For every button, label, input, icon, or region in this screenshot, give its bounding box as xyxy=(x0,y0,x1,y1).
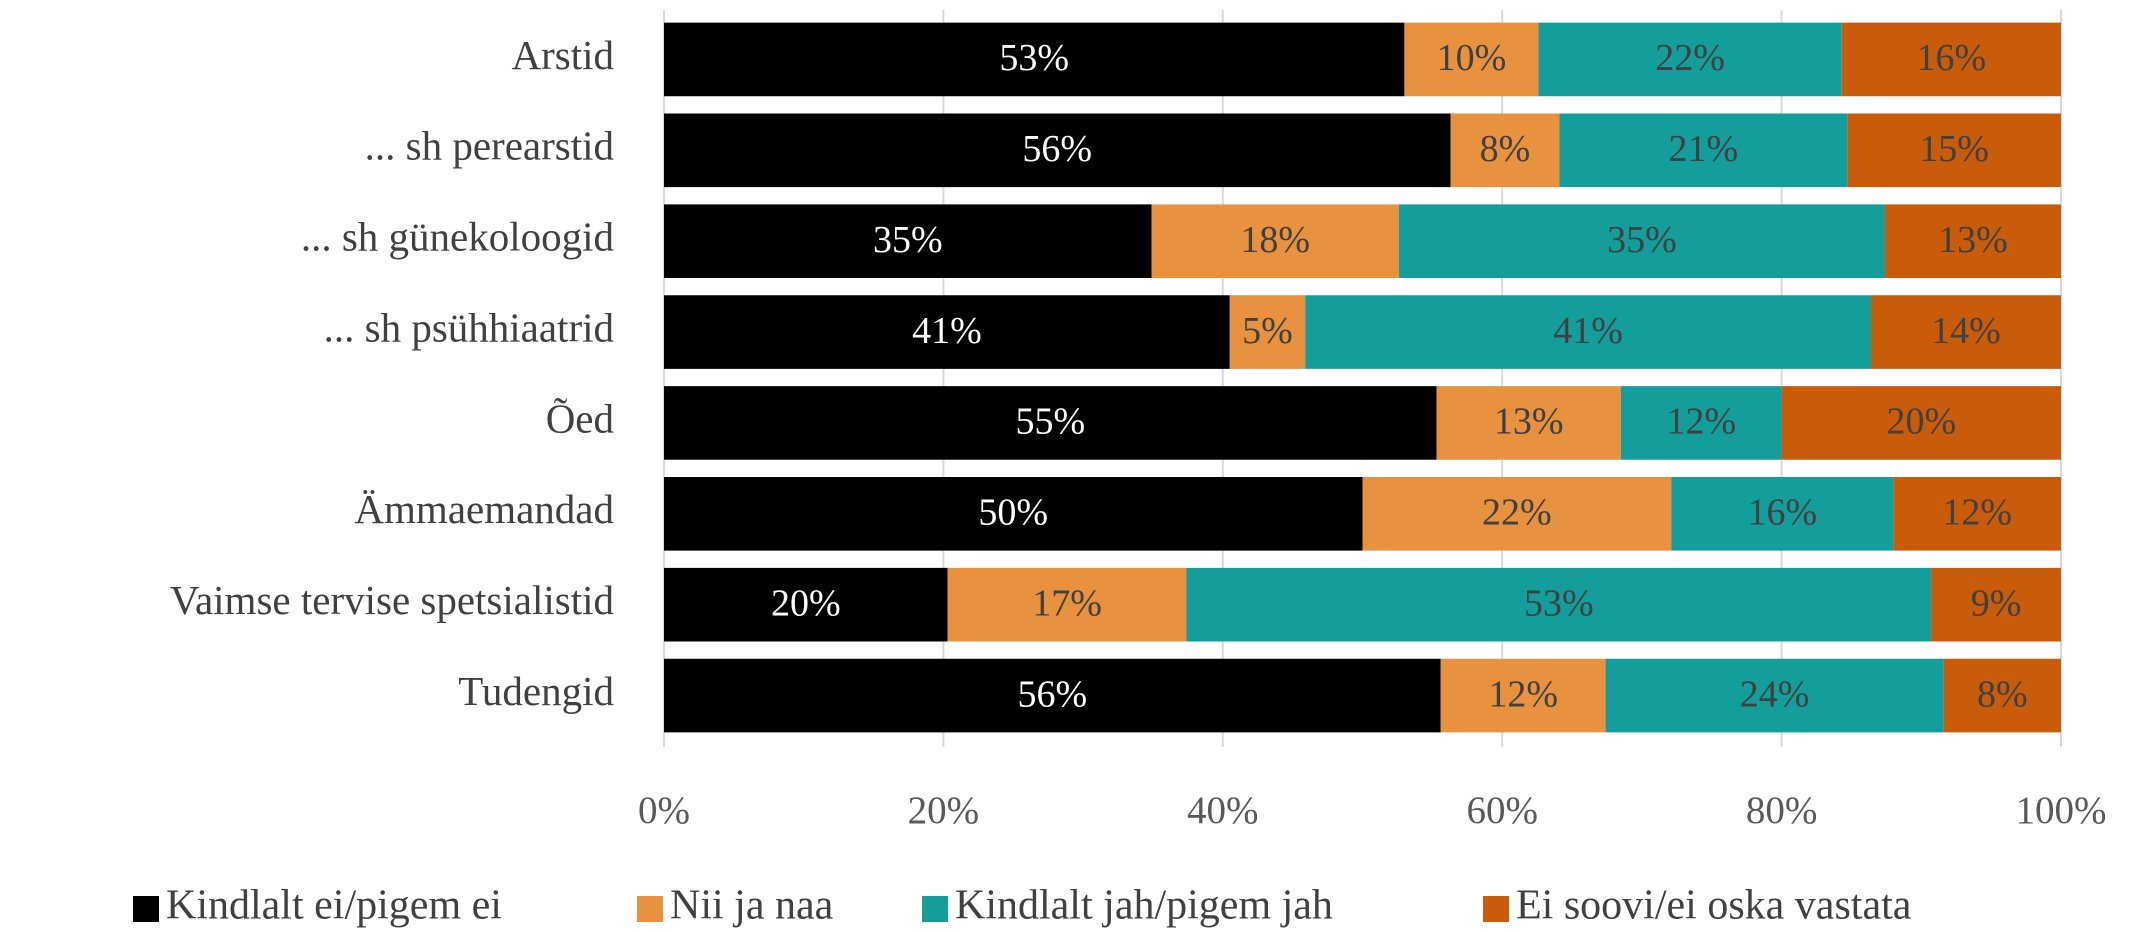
bar-segment xyxy=(1884,204,2061,278)
data-label: 20% xyxy=(1886,401,1956,443)
bar-segment xyxy=(1620,386,1782,460)
data-label: 8% xyxy=(1480,128,1531,170)
data-label: 8% xyxy=(1977,673,2028,715)
legend-label: Kindlalt ei/pigem ei xyxy=(166,883,502,929)
data-label: 50% xyxy=(978,492,1048,534)
data-label: 56% xyxy=(1022,128,1092,170)
bar-segment xyxy=(1404,22,1539,97)
bar-segment xyxy=(1229,295,1306,369)
bar-segment xyxy=(664,386,1437,460)
data-label: 12% xyxy=(1666,401,1736,443)
data-label: 20% xyxy=(771,582,841,624)
bar-segment xyxy=(947,567,1187,642)
data-label: 5% xyxy=(1242,310,1293,352)
legend-swatch xyxy=(133,896,159,922)
bar-segment xyxy=(1847,113,2061,188)
data-label: 35% xyxy=(1607,219,1677,261)
bar-segment xyxy=(1931,567,2061,642)
bar-segment xyxy=(1186,567,1932,642)
bar-segment xyxy=(1671,477,1894,551)
category-label: Tudengid xyxy=(458,668,614,714)
legend-swatch xyxy=(1483,896,1509,922)
data-label: 22% xyxy=(1482,492,1552,534)
bar-segment xyxy=(664,567,948,642)
data-label: 15% xyxy=(1919,128,1989,170)
bar-segment xyxy=(1362,477,1672,551)
data-label: 41% xyxy=(912,310,982,352)
legend-swatch xyxy=(922,896,948,922)
data-label: 14% xyxy=(1931,310,2001,352)
data-label: 12% xyxy=(1488,673,1558,715)
data-label: 22% xyxy=(1655,37,1725,79)
legend-label: Ei soovi/ei oska vastata xyxy=(1516,883,1912,929)
x-tick-label: 60% xyxy=(1466,789,1538,832)
data-label: 56% xyxy=(1018,673,1088,715)
x-tick-label: 20% xyxy=(908,789,980,832)
bar-segment xyxy=(664,477,1363,551)
data-label: 35% xyxy=(873,219,943,261)
bar-segment xyxy=(1450,113,1560,188)
bar-segment xyxy=(1305,295,1872,369)
bar-segment xyxy=(1871,295,2061,369)
data-label: 10% xyxy=(1437,37,1507,79)
x-tick-label: 80% xyxy=(1746,789,1818,832)
x-tick-label: 0% xyxy=(638,789,690,832)
data-label: 13% xyxy=(1938,219,2008,261)
category-label: ... sh perearstid xyxy=(365,123,614,169)
category-label: ... sh günekoloogid xyxy=(301,214,614,260)
bar-segment xyxy=(1893,477,2061,551)
bar-segment xyxy=(664,113,1451,188)
data-label: 18% xyxy=(1240,219,1310,261)
legend-label: Nii ja naa xyxy=(670,883,834,929)
bar-segment xyxy=(1605,658,1944,733)
data-label: 17% xyxy=(1032,582,1102,624)
data-label: 53% xyxy=(999,37,1069,79)
bar-segment xyxy=(664,22,1405,97)
category-label: Vaimse tervise spetsialistid xyxy=(170,577,614,623)
data-label: 13% xyxy=(1494,401,1564,443)
bar-segment xyxy=(1841,22,2061,97)
bar-segment xyxy=(1538,22,1842,97)
bar-segment xyxy=(664,658,1441,733)
bar-segment xyxy=(1440,658,1606,733)
data-label: 53% xyxy=(1524,582,1594,624)
bar-segment xyxy=(664,295,1230,369)
bar-segment xyxy=(1436,386,1621,460)
x-tick-label: 100% xyxy=(2016,789,2107,832)
data-label: 16% xyxy=(1917,37,1987,79)
data-label: 41% xyxy=(1553,310,1623,352)
category-label: Ämmaemandad xyxy=(354,486,614,532)
data-label: 24% xyxy=(1740,673,1810,715)
data-label: 55% xyxy=(1015,401,1085,443)
bar-segment xyxy=(1151,204,1399,278)
legend-swatch xyxy=(637,896,663,922)
bar-segment xyxy=(1559,113,1848,188)
data-label: 12% xyxy=(1942,492,2012,534)
data-label: 9% xyxy=(1971,582,2022,624)
legend-label: Kindlalt jah/pigem jah xyxy=(955,883,1333,929)
bar-segment xyxy=(664,204,1152,278)
category-label: Arstid xyxy=(512,32,615,78)
category-label: ... sh psühhiaatrid xyxy=(324,304,614,350)
category-label: Õed xyxy=(546,395,614,441)
x-tick-label: 40% xyxy=(1187,789,1259,832)
bar-segment xyxy=(1398,204,1885,278)
data-label: 16% xyxy=(1747,492,1817,534)
bar-segment xyxy=(1943,658,2061,733)
bar-segment xyxy=(1781,386,2061,460)
data-label: 21% xyxy=(1669,128,1739,170)
